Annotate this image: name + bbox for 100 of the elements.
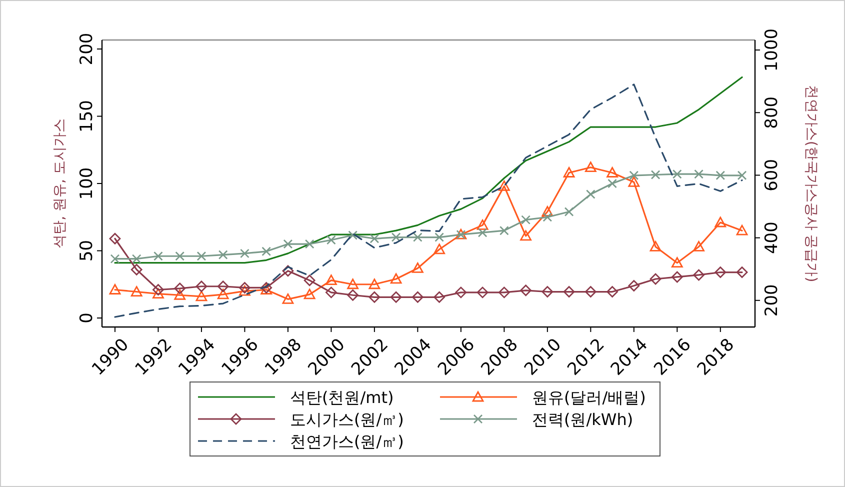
point bbox=[434, 232, 444, 242]
y2-tick-label: 600 bbox=[762, 158, 782, 192]
point bbox=[239, 282, 250, 294]
point bbox=[412, 232, 422, 242]
point bbox=[694, 169, 704, 179]
point bbox=[326, 235, 336, 245]
point bbox=[175, 251, 185, 261]
point bbox=[736, 266, 748, 278]
point bbox=[109, 284, 121, 294]
point bbox=[520, 230, 532, 241]
point bbox=[629, 170, 639, 180]
point bbox=[584, 286, 596, 298]
point bbox=[412, 262, 424, 273]
point bbox=[370, 234, 380, 244]
point bbox=[326, 274, 337, 286]
point bbox=[434, 291, 446, 303]
point bbox=[109, 232, 121, 244]
point bbox=[368, 291, 380, 303]
point bbox=[217, 288, 229, 300]
y-axis-title: 석탄, 원유, 도시가스 bbox=[52, 118, 68, 248]
point bbox=[304, 288, 316, 300]
point bbox=[671, 257, 683, 268]
point bbox=[671, 271, 683, 283]
point bbox=[455, 286, 467, 298]
point bbox=[608, 178, 617, 188]
point bbox=[542, 212, 552, 222]
point bbox=[693, 269, 704, 281]
point bbox=[152, 288, 164, 298]
point bbox=[239, 285, 250, 296]
point bbox=[110, 254, 120, 264]
point bbox=[563, 167, 575, 178]
point bbox=[498, 286, 510, 298]
point bbox=[174, 289, 186, 300]
point bbox=[650, 170, 660, 180]
point bbox=[154, 251, 163, 261]
point bbox=[196, 251, 206, 261]
point bbox=[434, 244, 446, 254]
y-tick-label: 50 bbox=[77, 240, 97, 262]
point bbox=[498, 180, 510, 191]
point bbox=[152, 284, 164, 296]
point bbox=[476, 286, 488, 298]
y2-tick-label: 1000 bbox=[762, 28, 782, 72]
point bbox=[736, 224, 748, 236]
point bbox=[564, 207, 574, 216]
point bbox=[693, 241, 704, 252]
point bbox=[478, 228, 488, 238]
point bbox=[174, 282, 186, 294]
line-series bbox=[114, 84, 743, 318]
point bbox=[390, 273, 402, 284]
legend-label: 석탄(천원/mt) bbox=[290, 388, 394, 407]
y2-tick-label: 200 bbox=[762, 284, 782, 317]
point bbox=[240, 248, 250, 258]
point bbox=[586, 190, 596, 199]
point bbox=[542, 286, 554, 298]
point bbox=[737, 170, 747, 180]
point bbox=[499, 226, 509, 236]
point bbox=[304, 239, 314, 249]
point bbox=[672, 169, 682, 179]
point bbox=[217, 280, 229, 292]
point bbox=[132, 254, 142, 264]
point bbox=[584, 162, 596, 172]
point bbox=[368, 278, 380, 290]
y2-tick-label: 400 bbox=[762, 222, 782, 254]
point bbox=[714, 266, 726, 278]
point bbox=[716, 170, 726, 180]
point bbox=[542, 206, 554, 216]
point bbox=[218, 250, 228, 260]
point bbox=[650, 273, 662, 285]
legend-label: 원유(달러/배럴) bbox=[532, 388, 646, 407]
point bbox=[130, 264, 142, 276]
point bbox=[196, 290, 208, 302]
point bbox=[650, 241, 662, 252]
y-tick-label: 150 bbox=[77, 100, 97, 132]
point bbox=[348, 230, 358, 240]
point bbox=[347, 289, 359, 301]
point bbox=[196, 280, 208, 292]
point bbox=[283, 239, 293, 249]
point bbox=[714, 216, 726, 228]
point bbox=[347, 278, 359, 290]
y-tick-label: 0 bbox=[77, 312, 97, 324]
point bbox=[520, 284, 532, 296]
legend-label: 전력(원/kWh) bbox=[532, 410, 634, 429]
point bbox=[282, 293, 294, 304]
legend-label: 도시가스(원/㎥) bbox=[290, 410, 404, 429]
y2-tick-label: 800 bbox=[762, 96, 782, 129]
point bbox=[606, 167, 618, 178]
point bbox=[476, 219, 488, 230]
y2-axis-title: 천연가스(한국가스공사 공급가) bbox=[803, 84, 819, 282]
point bbox=[304, 274, 316, 286]
point bbox=[628, 176, 640, 187]
point bbox=[130, 286, 142, 296]
point bbox=[391, 232, 401, 242]
point bbox=[606, 286, 618, 298]
point bbox=[262, 246, 272, 256]
point bbox=[563, 286, 575, 298]
y-tick-label: 100 bbox=[77, 167, 97, 200]
point bbox=[326, 286, 337, 298]
point bbox=[412, 291, 424, 303]
point bbox=[628, 280, 640, 292]
point bbox=[521, 215, 530, 225]
